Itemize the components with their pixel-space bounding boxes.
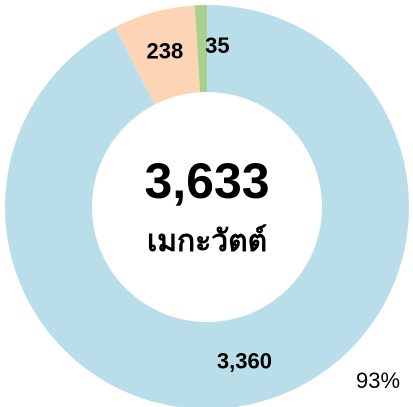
data-label: 35 (205, 33, 229, 58)
center-unit: เมกะวัตต์ (147, 224, 267, 258)
donut-slice (115, 5, 201, 105)
center-value: 3,633 (144, 153, 269, 209)
data-label: 3,360 (217, 348, 272, 373)
donut-slice (5, 5, 410, 407)
annotation: 93% (356, 368, 400, 393)
donut-slice (194, 5, 207, 93)
data-label: 238 (147, 38, 184, 63)
